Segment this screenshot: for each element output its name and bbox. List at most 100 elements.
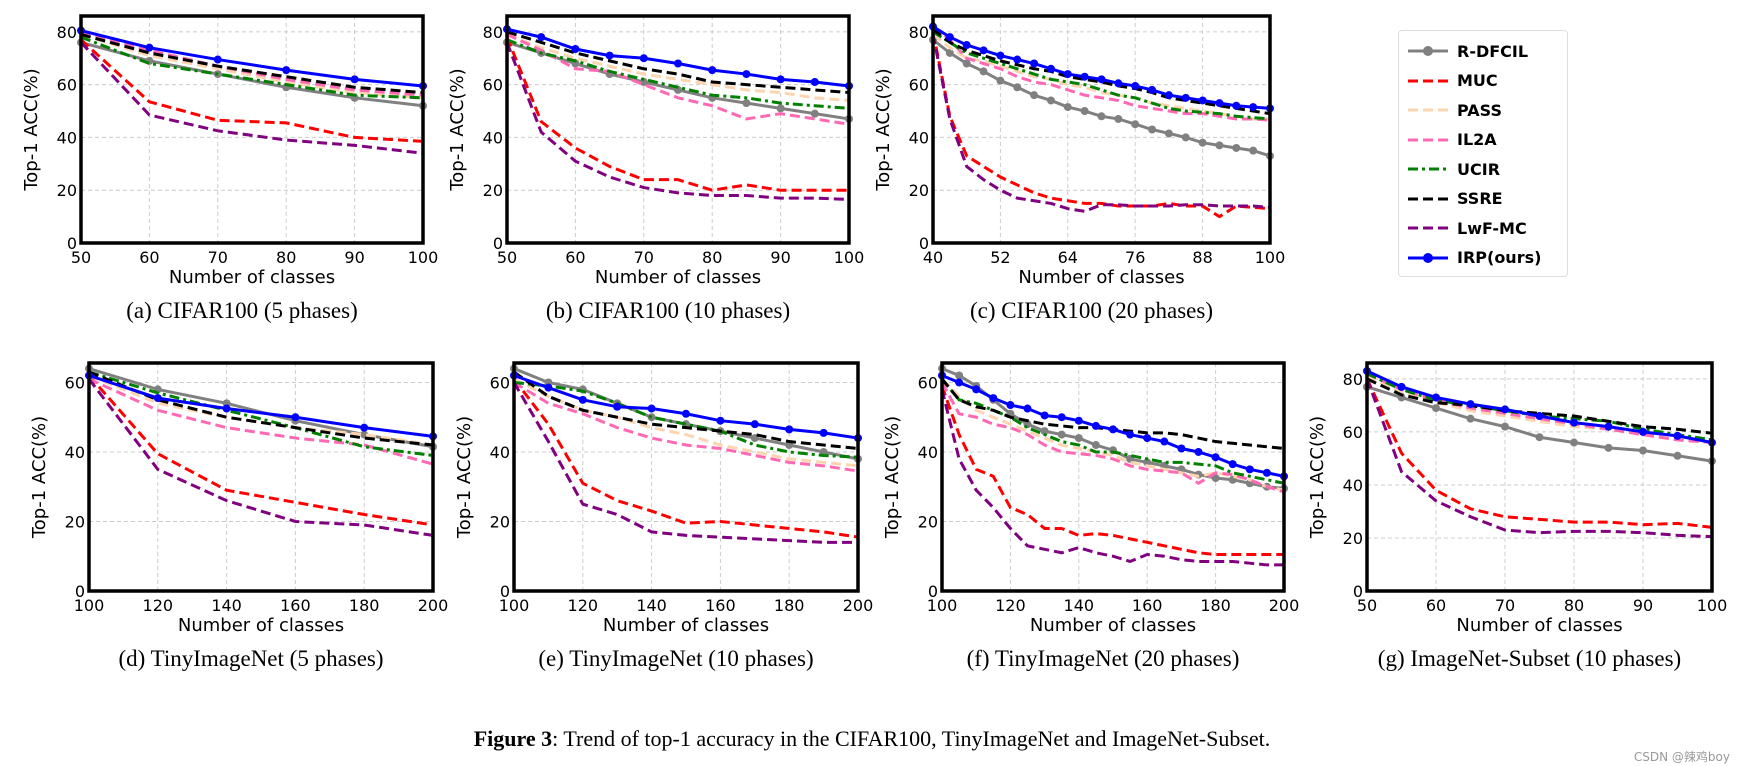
legend-item: SSRE [1407, 187, 1503, 211]
legend-swatch [1408, 252, 1448, 263]
data-point [742, 99, 751, 108]
x-tick-label: 80 [276, 248, 296, 267]
y-axis-label: Top-1 ACC(%) [447, 68, 468, 191]
data-point [785, 425, 794, 434]
data-point [1466, 414, 1475, 423]
x-tick-label: 88 [1192, 248, 1212, 267]
data-point [682, 409, 690, 418]
data-point [1432, 404, 1440, 413]
data-point [1194, 447, 1203, 456]
data-point [1160, 437, 1169, 446]
data-point [222, 404, 231, 413]
x-tick-label: 100 [1255, 248, 1286, 267]
data-point [282, 66, 291, 75]
y-tick-label: 80 [909, 23, 929, 42]
series-line-irp-ours- [80, 29, 424, 88]
x-tick-label: 52 [990, 248, 1010, 267]
x-tick-label: 70 [634, 248, 654, 267]
legend-swatch [1408, 226, 1448, 230]
data-point [989, 394, 998, 403]
legend-item: MUC [1407, 69, 1498, 93]
series-line-pass [932, 33, 1270, 121]
data-point [1232, 101, 1241, 110]
series-line-ucir [1366, 372, 1713, 442]
data-point [578, 395, 587, 404]
y-tick-label: 40 [65, 443, 85, 462]
x-tick-label: 80 [702, 248, 722, 267]
x-tick-label: 50 [497, 248, 517, 267]
series-line-ucir [506, 38, 850, 110]
data-point [1397, 382, 1406, 391]
data-point [1198, 138, 1207, 147]
legend-swatch [1408, 46, 1448, 56]
data-point [1114, 114, 1123, 123]
data-point [1639, 427, 1647, 436]
x-tick-label: 90 [1633, 596, 1653, 615]
x-tick-label: 70 [1495, 596, 1515, 615]
x-tick-label: 100 [1697, 596, 1728, 615]
legend-swatch [1408, 138, 1448, 141]
data-point [1211, 453, 1220, 462]
axes-frame [940, 361, 1286, 593]
data-point [1030, 91, 1039, 100]
x-tick-label: 80 [1564, 596, 1584, 615]
y-axis-label: Top-1 ACC(%) [29, 416, 50, 539]
data-point [979, 46, 988, 55]
data-point [1063, 103, 1072, 112]
data-point [1181, 93, 1190, 102]
data-point [996, 51, 1005, 60]
series-line-muc [79, 38, 424, 143]
data-point [776, 75, 785, 84]
watermark: CSDN @辣鸡boy [1633, 750, 1730, 764]
subplot-caption: (a) CIFAR100 (5 phases) [126, 298, 358, 323]
chart-d: 100 120 140 160 180 200 0 20 40 60 Number of class… [29, 361, 448, 636]
axes-frame [505, 14, 851, 245]
legend-label: LwF-MC [1457, 218, 1527, 238]
y-tick-label: 60 [57, 76, 77, 95]
y-tick-label: 60 [1343, 423, 1363, 442]
data-point [1143, 458, 1152, 467]
series-line-lwf-mc [1365, 378, 1713, 539]
data-point [1604, 422, 1613, 431]
x-axis-label: Number of classes [1018, 267, 1184, 288]
data-point [613, 402, 622, 411]
x-tick-label: 160 [1132, 596, 1163, 615]
subplot-caption: (e) TinyImageNet (10 phases) [538, 646, 814, 671]
series-line-il2a [513, 381, 859, 473]
data-point [819, 428, 828, 437]
series-line-il2a [1366, 372, 1713, 445]
data-point [571, 44, 580, 53]
series-line-ssre [513, 370, 859, 450]
data-point [1164, 91, 1173, 100]
data-point [1198, 96, 1207, 105]
data-point [1131, 81, 1140, 90]
subplot-caption: (f) TinyImageNet (20 phases) [966, 646, 1240, 671]
data-point [955, 371, 964, 380]
series-line-lwf-mc [79, 41, 424, 155]
data-point [1262, 468, 1271, 477]
legend-item: PASS [1407, 98, 1502, 122]
x-tick-label: 200 [843, 596, 874, 615]
series-line-ssre [940, 378, 1285, 450]
axes-frame [87, 361, 435, 593]
legend-item: LwF-MC [1407, 216, 1527, 240]
data-point [1097, 112, 1106, 121]
x-tick-label: 90 [770, 248, 790, 267]
legend-item: IRP(ours) [1407, 246, 1541, 270]
x-tick-label: 120 [995, 596, 1026, 615]
legend-item: IL2A [1407, 128, 1497, 152]
series-line-il2a [80, 30, 424, 97]
figure-caption-text: : Trend of top-1 accuracy in the CIFAR10… [552, 726, 1271, 751]
data-point [1040, 411, 1049, 420]
series-line-pass [88, 374, 434, 447]
x-tick-label: 60 [139, 248, 159, 267]
y-tick-label: 40 [1343, 476, 1363, 495]
data-point [1215, 99, 1224, 108]
data-point [1057, 430, 1066, 439]
series-line-irp-ours- [88, 374, 434, 438]
data-point [360, 423, 369, 432]
chart-e: 100 120 140 160 180 200 0 20 40 60 Number of class… [454, 361, 874, 636]
data-point [674, 59, 682, 68]
legend-swatch [1408, 108, 1448, 112]
